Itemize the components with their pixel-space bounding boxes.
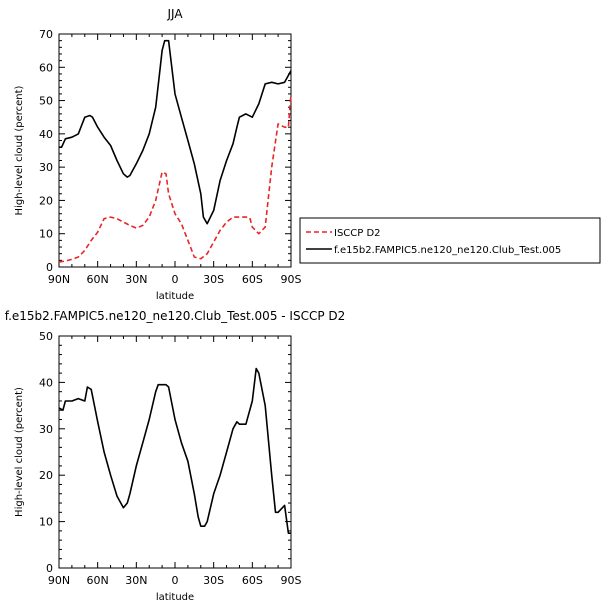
chart-title: f.e15b2.FAMPIC5.ne120_ne120.Club_Test.00… bbox=[5, 309, 346, 323]
y-tick-label: 60 bbox=[39, 61, 53, 74]
x-tick-label: 0 bbox=[172, 574, 179, 587]
y-tick-label: 0 bbox=[46, 261, 53, 274]
legend: ISCCP D2 f.e15b2.FAMPIC5.ne120_ne120.Club… bbox=[299, 217, 601, 264]
x-tick-label: 60N bbox=[87, 273, 109, 286]
series-line-1 bbox=[59, 39, 292, 225]
x-tick-label: 90S bbox=[281, 574, 302, 587]
chart-bottom: f.e15b2.FAMPIC5.ne120_ne120.Club_Test.00… bbox=[5, 309, 346, 603]
x-axis-title: latitude bbox=[156, 291, 194, 302]
legend-box bbox=[299, 217, 601, 264]
chart-title: JJA bbox=[166, 7, 183, 21]
series-line-0 bbox=[58, 367, 291, 535]
y-tick-label: 40 bbox=[39, 376, 53, 389]
chart-top: JJA 0 10 20 30 40 50 60 70 90N 60N 30N 0 30S 60S 90S lat… bbox=[14, 7, 601, 302]
y-axis-title: High-level cloud (percent) bbox=[14, 85, 25, 215]
x-tick-label: 30N bbox=[125, 574, 147, 587]
y-tick-label: 30 bbox=[39, 161, 53, 174]
plot-frame bbox=[58, 33, 292, 268]
x-tick-label: 60S bbox=[242, 574, 263, 587]
x-tick-label: 0 bbox=[172, 273, 179, 286]
y-tick-label: 50 bbox=[39, 330, 53, 343]
series-line-0 bbox=[58, 93, 292, 263]
y-tick-label: 40 bbox=[39, 128, 53, 141]
x-tick-label: 60N bbox=[87, 574, 109, 587]
y-tick-label: 10 bbox=[39, 516, 53, 529]
y-tick-label: 10 bbox=[39, 228, 53, 241]
y-tick-label: 30 bbox=[39, 423, 53, 436]
x-tick-label: 90N bbox=[48, 273, 70, 286]
x-tick-label: 90N bbox=[48, 574, 70, 587]
x-tick-label: 90S bbox=[281, 273, 302, 286]
x-tick-label: 30N bbox=[125, 273, 147, 286]
y-tick-label: 20 bbox=[39, 469, 53, 482]
x-tick-label: 30S bbox=[203, 273, 224, 286]
x-tick-label: 30S bbox=[203, 574, 224, 587]
x-tick-label: 60S bbox=[242, 273, 263, 286]
y-axis-title: High-level cloud (percent) bbox=[14, 387, 25, 517]
y-tick-label: 20 bbox=[39, 194, 53, 207]
legend-label-0: ISCCP D2 bbox=[334, 228, 381, 239]
y-tick-label: 70 bbox=[39, 28, 53, 41]
legend-label-1: f.e15b2.FAMPIC5.ne120_ne120.Club_Test.00… bbox=[334, 245, 561, 256]
y-tick-label: 50 bbox=[39, 95, 53, 108]
y-tick-label: 0 bbox=[46, 562, 53, 575]
x-axis-title: latitude bbox=[156, 592, 194, 603]
